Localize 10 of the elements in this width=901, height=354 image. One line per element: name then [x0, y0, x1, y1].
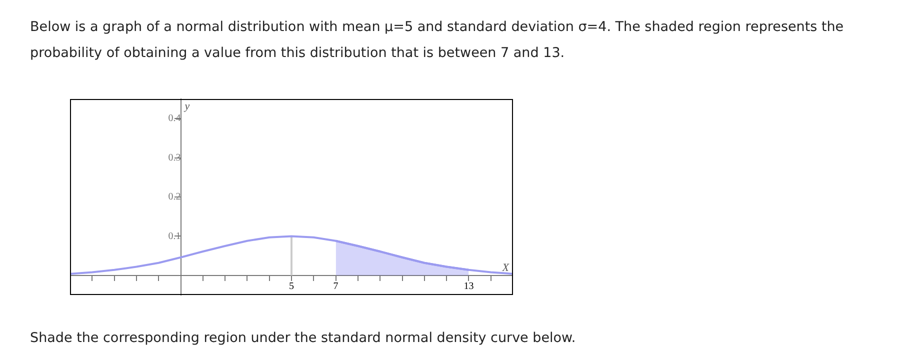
- chart-title: Below is a graph of a normal distribution with mean μ=5 and standard deviation σ=4. The shaded region represents the probability of obtaining a value from this distribution that is between 7 and 13.: [30, 18, 845, 63]
- y-tick-label: 0.2: [168, 192, 181, 203]
- y-tick-label: 0.1: [168, 230, 181, 242]
- x-tick-label: 5: [289, 281, 294, 292]
- y-tick-label: 0.3: [168, 152, 181, 164]
- y-axis-title: y: [184, 100, 190, 112]
- text: Shade the corresponding region under the standard normal density curve below.: [30, 330, 576, 346]
- x-tick-label: 13: [464, 281, 474, 292]
- x-tick-label: 7: [333, 281, 338, 292]
- x-axis-title: X: [501, 262, 510, 274]
